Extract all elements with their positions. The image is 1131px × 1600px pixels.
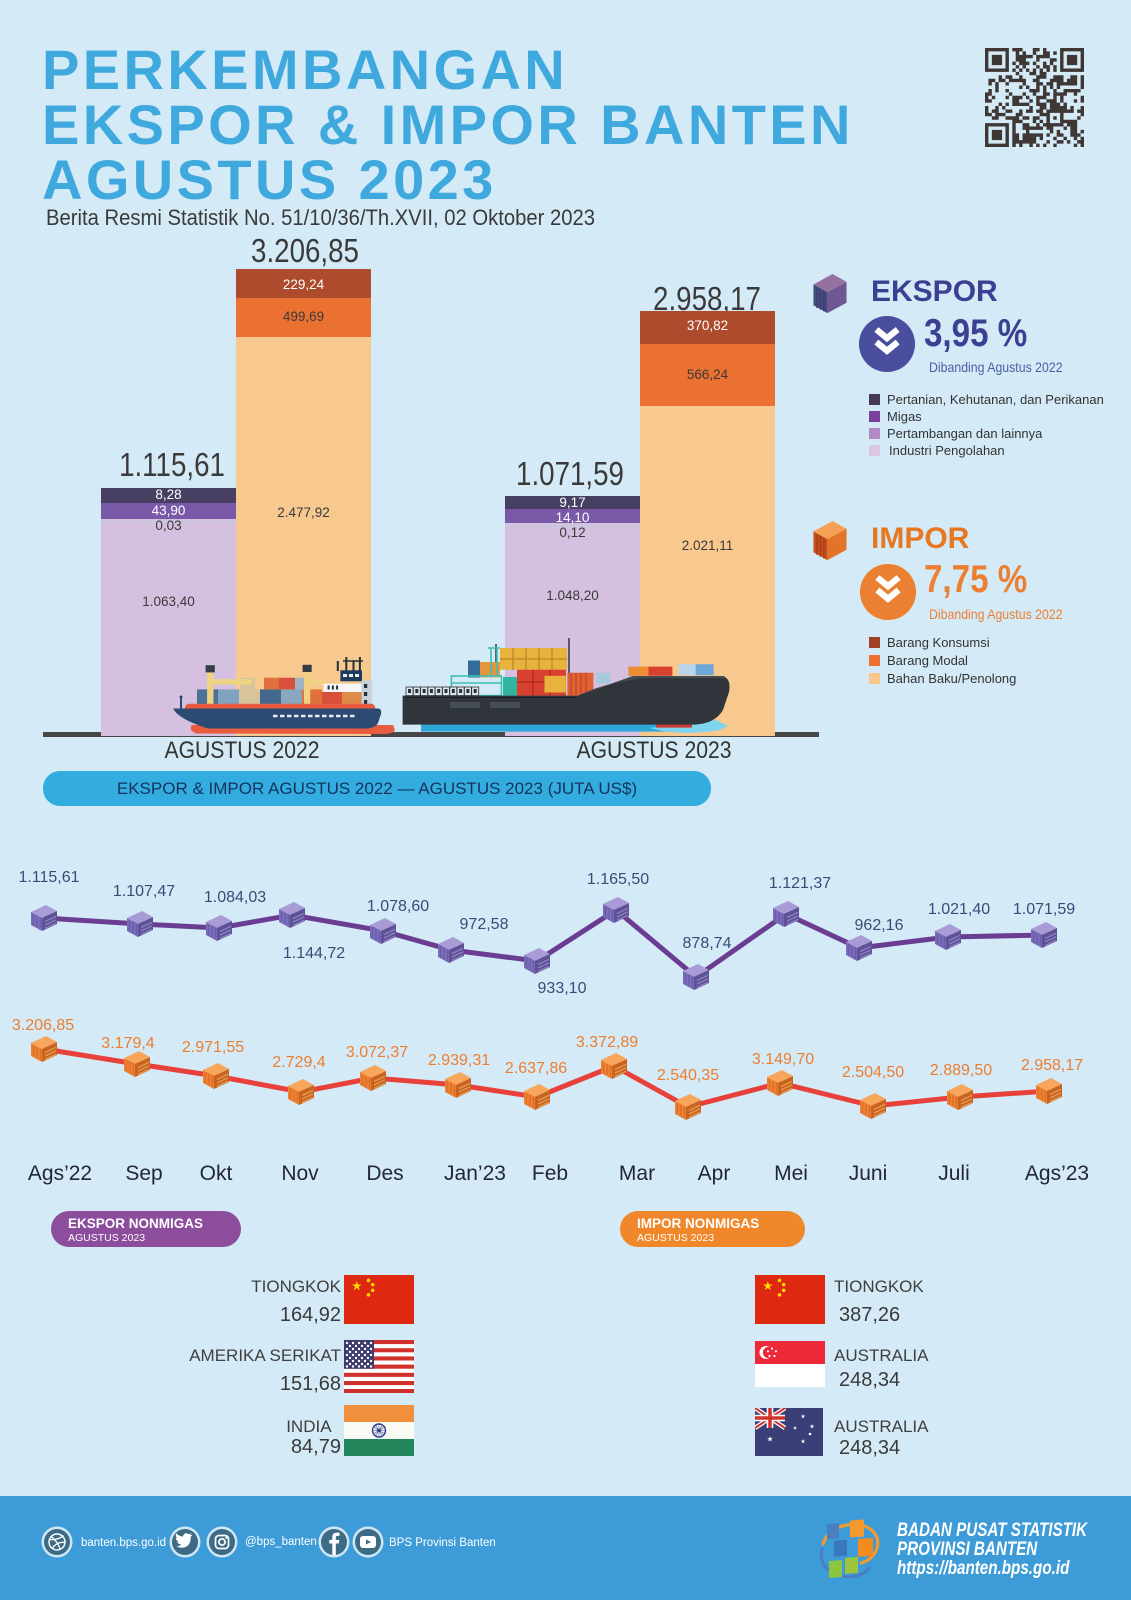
svg-text:Apr: Apr — [698, 1162, 731, 1185]
svg-text:Ags’23: Ags’23 — [1025, 1162, 1089, 1185]
svg-text:1.078,60: 1.078,60 — [367, 898, 429, 915]
svg-text:962,16: 962,16 — [855, 917, 904, 934]
svg-text:Juni: Juni — [849, 1162, 888, 1185]
svg-text:banten.bps.go.id: banten.bps.go.id — [81, 1537, 166, 1549]
svg-text:2.889,50: 2.889,50 — [930, 1062, 992, 1079]
svg-text:3.372,89: 3.372,89 — [576, 1034, 638, 1051]
svg-text:@bps_banten: @bps_banten — [245, 1536, 317, 1548]
svg-text:2.540,35: 2.540,35 — [657, 1067, 719, 1084]
svg-text:2.971,55: 2.971,55 — [182, 1039, 244, 1056]
svg-text:972,58: 972,58 — [460, 916, 509, 933]
svg-text:1.165,50: 1.165,50 — [587, 871, 649, 888]
svg-text:Sep: Sep — [125, 1162, 162, 1185]
svg-text:3.206,85: 3.206,85 — [12, 1017, 74, 1034]
svg-text:1.071,59: 1.071,59 — [1013, 901, 1075, 918]
svg-text:933,10: 933,10 — [538, 980, 587, 997]
svg-text:2.939,31: 2.939,31 — [428, 1052, 490, 1069]
svg-text:1.107,47: 1.107,47 — [113, 883, 175, 900]
svg-text:1.144,72: 1.144,72 — [283, 945, 345, 962]
svg-text:2.958,17: 2.958,17 — [1021, 1057, 1083, 1074]
svg-text:1.121,37: 1.121,37 — [769, 875, 831, 892]
svg-text:Jan’23: Jan’23 — [444, 1162, 506, 1185]
svg-text:2.504,50: 2.504,50 — [842, 1064, 904, 1081]
svg-text:3.179,4: 3.179,4 — [101, 1035, 154, 1052]
svg-text:2.729,4: 2.729,4 — [272, 1054, 325, 1071]
svg-text:Nov: Nov — [281, 1162, 319, 1185]
svg-text:3.072,37: 3.072,37 — [346, 1044, 408, 1061]
svg-text:Feb: Feb — [532, 1162, 568, 1185]
svg-text:Ags’22: Ags’22 — [28, 1162, 92, 1185]
svg-text:Des: Des — [366, 1162, 403, 1185]
svg-text:1.115,61: 1.115,61 — [18, 869, 79, 886]
svg-text:1.021,40: 1.021,40 — [928, 901, 990, 918]
svg-text:Juli: Juli — [938, 1162, 970, 1185]
svg-text:878,74: 878,74 — [683, 935, 732, 952]
svg-text:3.149,70: 3.149,70 — [752, 1051, 814, 1068]
svg-text:Mar: Mar — [619, 1162, 655, 1185]
svg-text:2.637,86: 2.637,86 — [505, 1060, 567, 1077]
svg-text:Okt: Okt — [200, 1162, 233, 1185]
svg-text:BPS Provinsi Banten: BPS Provinsi Banten — [389, 1537, 496, 1549]
svg-text:Mei: Mei — [774, 1162, 808, 1185]
svg-text:1.084,03: 1.084,03 — [204, 889, 266, 906]
